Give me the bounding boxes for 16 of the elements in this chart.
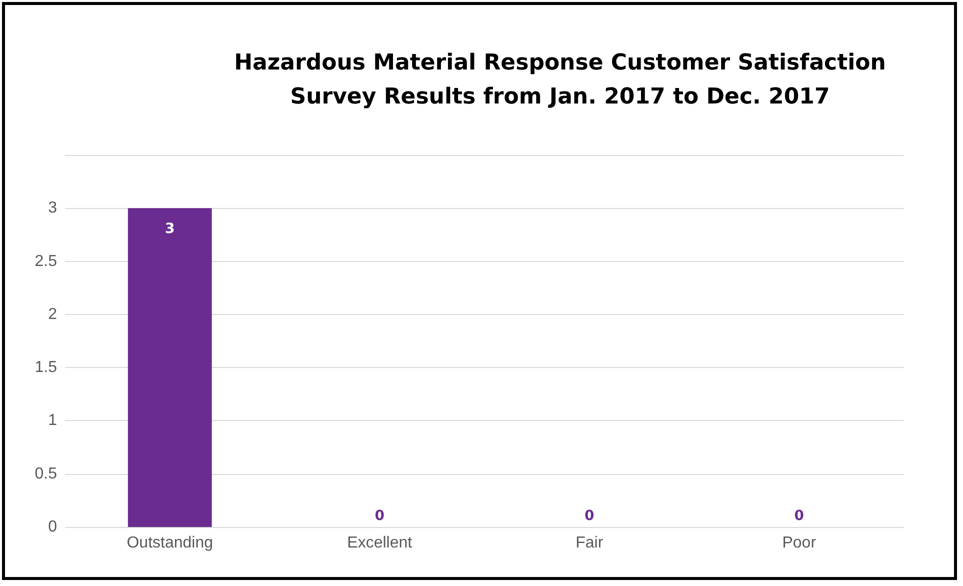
y-tick-label: 1.5 bbox=[34, 359, 58, 376]
x-tick-label: Fair bbox=[576, 534, 604, 552]
data-label: 0 bbox=[794, 508, 804, 524]
x-tick-label: Outstanding bbox=[126, 534, 214, 552]
y-tick-label: 3 bbox=[48, 200, 58, 217]
y-tick-label: 1 bbox=[48, 412, 58, 430]
y-tick-label: 2.5 bbox=[34, 252, 58, 270]
data-label: 0 bbox=[584, 508, 594, 524]
x-tick-label: Poor bbox=[782, 534, 817, 552]
x-tick-label: Excellent bbox=[347, 534, 413, 552]
y-tick-label: 2 bbox=[48, 306, 58, 323]
data-label: 0 bbox=[374, 508, 385, 524]
y-tick-label: 0 bbox=[48, 518, 58, 536]
y-tick-label: 0.5 bbox=[34, 465, 58, 482]
data-label: 3 bbox=[165, 221, 175, 238]
chart-title: Hazardous Material Response Customer Satisfaction Survey Results from Jan. 2017 to Dec. 2017 bbox=[234, 50, 886, 110]
